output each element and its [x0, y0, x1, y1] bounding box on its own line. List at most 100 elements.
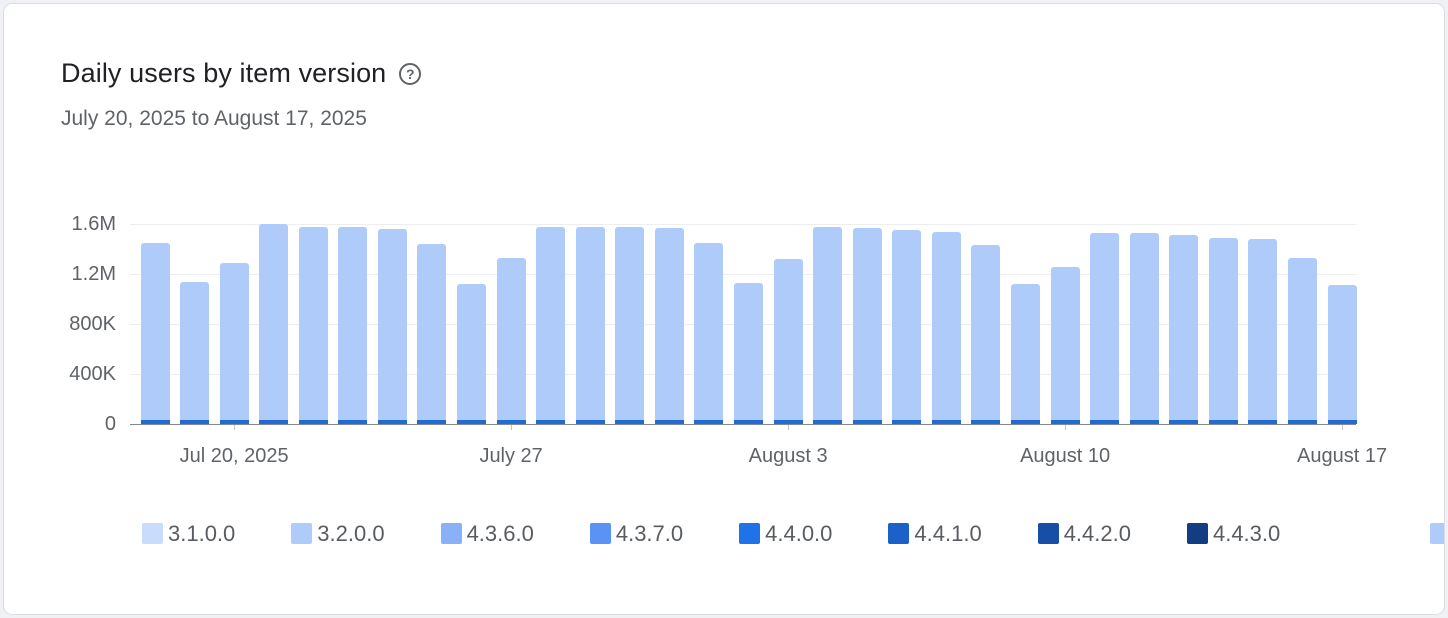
- x-axis-label: Jul 20, 2025: [179, 445, 289, 467]
- bar[interactable]: [1169, 235, 1199, 424]
- bar-segment: [892, 420, 922, 424]
- legend-swatch: [1037, 523, 1059, 544]
- bar[interactable]: [259, 224, 289, 424]
- y-axis-label: 800K: [69, 313, 116, 335]
- legend-label: 4.4.2.0: [1063, 520, 1131, 546]
- page-title: Daily users by item version: [61, 58, 387, 88]
- bar[interactable]: [892, 230, 922, 424]
- bar[interactable]: [1208, 237, 1238, 424]
- bar-segment: [298, 420, 328, 424]
- bar-segment: [734, 282, 764, 421]
- legend-item[interactable]: 4.4.3.0: [1186, 520, 1281, 547]
- bar[interactable]: [180, 281, 210, 424]
- bar-segment: [694, 420, 724, 424]
- bar[interactable]: [615, 226, 645, 424]
- bar[interactable]: [377, 229, 407, 424]
- bar[interactable]: [694, 242, 724, 424]
- x-axis-label: July 27: [479, 445, 543, 467]
- gridline: [130, 224, 1356, 225]
- bar[interactable]: [1327, 285, 1357, 424]
- y-axis-label: 0: [104, 413, 116, 435]
- bar[interactable]: [1011, 284, 1041, 424]
- bar-segment: [575, 420, 605, 424]
- axis-tick: [1065, 425, 1067, 430]
- chart-header: Daily users by item version ? July 20, 2…: [61, 58, 422, 131]
- bar-segment: [180, 420, 210, 424]
- bar-segment: [377, 229, 407, 421]
- axis-tick: [511, 425, 513, 430]
- date-range: July 20, 2025 to August 17, 2025: [61, 107, 367, 130]
- x-axis-line: [130, 424, 1356, 425]
- bar[interactable]: [1248, 239, 1278, 424]
- bar-segment: [773, 259, 803, 421]
- axis-tick: [1342, 425, 1344, 430]
- bar[interactable]: [298, 226, 328, 424]
- bar-segment: [338, 420, 368, 424]
- bar[interactable]: [1129, 232, 1159, 424]
- bar[interactable]: [734, 282, 764, 424]
- bar[interactable]: [1050, 266, 1080, 424]
- bar-segment: [417, 420, 447, 424]
- bar-segment: [1011, 284, 1041, 421]
- bar[interactable]: [417, 244, 447, 424]
- bar-segment: [1248, 420, 1278, 424]
- legend-item-overflow[interactable]: [1430, 523, 1444, 544]
- bar-segment: [1208, 237, 1238, 421]
- bar-segment: [931, 420, 961, 424]
- bar-segment: [1169, 420, 1199, 424]
- bar[interactable]: [1090, 232, 1120, 424]
- bar[interactable]: [536, 226, 566, 424]
- bar[interactable]: [575, 226, 605, 424]
- bar[interactable]: [931, 231, 961, 424]
- bar[interactable]: [773, 259, 803, 424]
- bar-segment: [971, 245, 1001, 421]
- bar-segment: [1208, 420, 1238, 424]
- legend-item[interactable]: 4.4.0.0: [739, 521, 832, 547]
- y-axis-label: 400K: [69, 363, 116, 385]
- bar[interactable]: [496, 257, 526, 424]
- bar[interactable]: [971, 245, 1001, 424]
- bar[interactable]: [1288, 257, 1318, 424]
- bar-segment: [575, 226, 605, 421]
- bar-segment: [931, 231, 961, 421]
- legend-item[interactable]: 4.3.7.0: [589, 521, 683, 547]
- legend-item[interactable]: 3.1.0.0: [142, 521, 235, 547]
- legend-label: 3.2.0.0: [317, 520, 385, 546]
- help-icon[interactable]: ?: [399, 62, 422, 85]
- bar-segment: [1129, 420, 1159, 424]
- legend-label: 4.4.3.0: [1212, 520, 1281, 546]
- legend-swatch: [291, 523, 313, 544]
- bar-segment: [813, 226, 843, 421]
- legend-label: 4.3.6.0: [466, 520, 534, 546]
- bar-segment: [1011, 420, 1041, 424]
- bar[interactable]: [219, 262, 249, 424]
- bar-segment: [1050, 420, 1080, 424]
- bar-segment: [1129, 232, 1159, 421]
- legend-item[interactable]: 3.2.0.0: [291, 520, 385, 547]
- bar-segment: [852, 420, 882, 424]
- bar-segment: [971, 420, 1001, 424]
- bar[interactable]: [457, 284, 487, 424]
- bar-segment: [219, 262, 249, 421]
- daily-users-card: Daily users by item version ? July 20, 2…: [3, 3, 1445, 615]
- bar[interactable]: [338, 226, 368, 424]
- legend-label: 4.4.0.0: [765, 520, 833, 546]
- bar[interactable]: [654, 227, 684, 424]
- legend-item[interactable]: 4.4.1.0: [888, 521, 982, 547]
- legend-swatch: [1430, 523, 1444, 544]
- bar-segment: [417, 244, 447, 421]
- bar-segment: [457, 420, 487, 424]
- bar[interactable]: [140, 242, 170, 424]
- axis-tick: [234, 425, 236, 430]
- bar-segment: [615, 420, 645, 424]
- legend-item[interactable]: 4.3.6.0: [440, 520, 534, 547]
- bar-segment: [773, 420, 803, 424]
- bar-segment: [338, 226, 368, 421]
- bar[interactable]: [852, 227, 882, 424]
- legend-item[interactable]: 4.4.2.0: [1037, 520, 1131, 547]
- bar[interactable]: [813, 226, 843, 424]
- bar-segment: [892, 230, 922, 421]
- bar-segment: [813, 420, 843, 424]
- bar-segment: [536, 420, 566, 424]
- legend-swatch: [440, 523, 462, 544]
